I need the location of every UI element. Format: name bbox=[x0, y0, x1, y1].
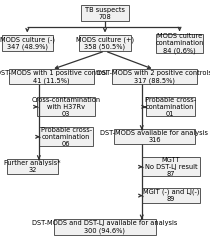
Text: MODS culture
contamination
84 (0.6%): MODS culture contamination 84 (0.6%) bbox=[155, 33, 204, 54]
FancyBboxPatch shape bbox=[9, 69, 94, 84]
FancyBboxPatch shape bbox=[39, 127, 93, 146]
Text: MODS culture (-)
347 (48.9%): MODS culture (-) 347 (48.9%) bbox=[0, 36, 55, 50]
FancyBboxPatch shape bbox=[2, 35, 53, 52]
FancyBboxPatch shape bbox=[54, 218, 156, 235]
FancyBboxPatch shape bbox=[81, 5, 129, 22]
FancyBboxPatch shape bbox=[114, 129, 195, 144]
FancyBboxPatch shape bbox=[37, 97, 95, 116]
FancyBboxPatch shape bbox=[142, 188, 200, 203]
Text: MODS culture (+)
358 (50.5%): MODS culture (+) 358 (50.5%) bbox=[76, 36, 134, 50]
Text: MGIT (-) and LJ(-)
89: MGIT (-) and LJ(-) 89 bbox=[143, 189, 200, 203]
FancyBboxPatch shape bbox=[146, 97, 195, 116]
Text: Further analysis*
32: Further analysis* 32 bbox=[4, 160, 61, 174]
FancyBboxPatch shape bbox=[112, 69, 197, 84]
Text: Probable cross-
contamination
01: Probable cross- contamination 01 bbox=[144, 96, 196, 117]
Text: DST-MODS and DST-LJ available for analysis
300 (94.6%): DST-MODS and DST-LJ available for analys… bbox=[32, 220, 178, 234]
FancyBboxPatch shape bbox=[7, 159, 58, 174]
Text: Cross-contamination
with H37Rv
03: Cross-contamination with H37Rv 03 bbox=[32, 96, 101, 117]
Text: TB suspects
708: TB suspects 708 bbox=[85, 6, 125, 20]
Text: DST-MODS available for analysis
316: DST-MODS available for analysis 316 bbox=[100, 130, 208, 144]
FancyBboxPatch shape bbox=[156, 34, 203, 53]
Text: MGTT
No DST-LJ result
87: MGTT No DST-LJ result 87 bbox=[145, 156, 197, 177]
Text: DST-MODS with 1 positive control
41 (11.5%): DST-MODS with 1 positive control 41 (11.… bbox=[0, 70, 107, 84]
Text: DST-MODS with 2 positive controls
317 (88.5%): DST-MODS with 2 positive controls 317 (8… bbox=[97, 70, 210, 84]
FancyBboxPatch shape bbox=[79, 35, 131, 52]
Text: Probable cross-
contamination
06: Probable cross- contamination 06 bbox=[41, 126, 92, 147]
FancyBboxPatch shape bbox=[142, 157, 200, 176]
